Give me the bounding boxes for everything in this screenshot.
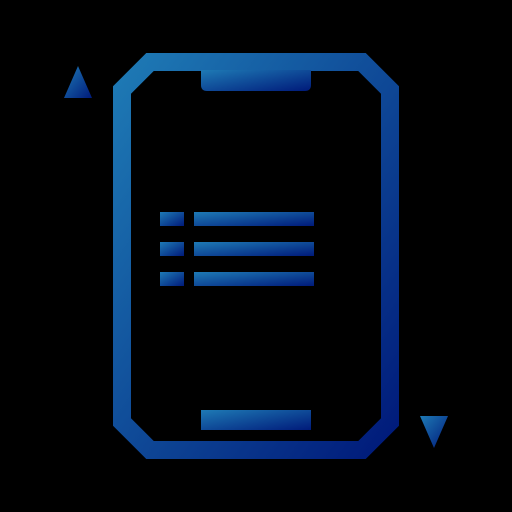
list-bullet	[160, 242, 184, 256]
phone-home-bar	[201, 410, 311, 430]
left-arrow-head	[64, 66, 92, 98]
list-bar	[194, 272, 314, 286]
list-bullet	[160, 272, 184, 286]
phone-notch	[201, 70, 311, 91]
list-bar	[194, 242, 314, 256]
right-arrow-head	[420, 416, 448, 448]
list-bullet	[160, 212, 184, 226]
list-bar	[194, 212, 314, 226]
phone-scroll-icon	[0, 0, 512, 512]
